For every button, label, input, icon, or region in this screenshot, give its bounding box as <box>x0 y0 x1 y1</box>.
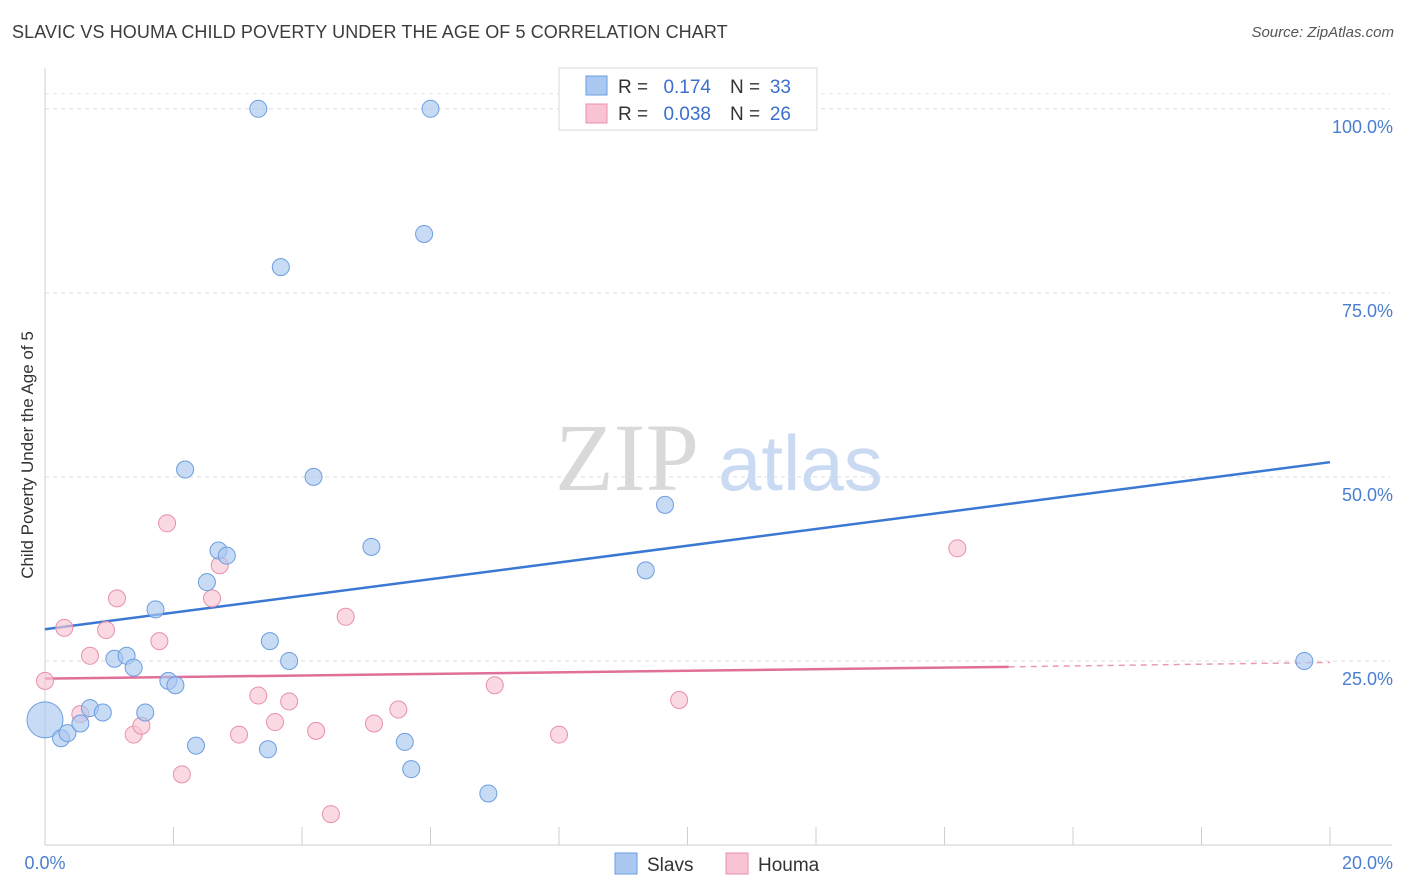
y-axis-label: Child Poverty Under the Age of 5 <box>18 331 37 579</box>
point-houma-15 <box>266 713 285 732</box>
point-slavs-30 <box>636 561 655 580</box>
point-houma-13 <box>230 725 249 744</box>
point-slavs-20 <box>260 632 279 651</box>
x-tick-label-1: 20.0% <box>1342 853 1393 873</box>
legend-r-value-slavs: 0.174 <box>663 77 711 98</box>
point-houma-14 <box>249 686 268 705</box>
point-houma-19 <box>336 607 355 626</box>
legend-n-label-slavs: N = <box>730 77 760 98</box>
point-slavs-21 <box>271 258 290 277</box>
point-houma-4 <box>97 621 116 640</box>
trend-line-houma <box>44 665 1009 680</box>
point-slavs-24 <box>362 537 381 556</box>
point-houma-18 <box>321 805 340 824</box>
point-houma-22 <box>485 676 504 695</box>
trend-line-houma-extension <box>1008 661 1331 668</box>
point-houma-17 <box>307 721 326 740</box>
point-houma-1 <box>55 618 74 637</box>
point-slavs-14 <box>186 736 205 755</box>
trend-line-slavs <box>44 460 1331 631</box>
point-slavs-3 <box>71 714 90 733</box>
point-houma-20 <box>364 714 383 733</box>
point-houma-11 <box>203 589 222 608</box>
point-slavs-15 <box>197 573 216 592</box>
y-tick-label-1: 50.0% <box>1342 485 1393 505</box>
point-houma-8 <box>150 632 169 651</box>
x-tick-label-0: 0.0% <box>24 853 65 873</box>
point-slavs-18 <box>249 99 268 118</box>
data-points <box>26 99 1314 824</box>
x-tick-labels: 0.0% 20.0% <box>24 853 1393 873</box>
point-houma-10 <box>172 765 191 784</box>
bottom-legend-label-slavs: Slavs <box>647 855 693 876</box>
point-slavs-10 <box>146 600 165 619</box>
source-label: Source: ZipAtlas.com <box>1251 24 1394 41</box>
point-slavs-29 <box>479 784 498 803</box>
point-slavs-31 <box>656 495 675 514</box>
legend-r-label-houma: R = <box>618 104 648 125</box>
point-houma-21 <box>389 700 408 719</box>
point-slavs-32 <box>1295 651 1314 670</box>
bottom-legend-label-houma: Houma <box>758 855 820 876</box>
legend-r-value-houma: 0.038 <box>663 104 711 125</box>
point-slavs-26 <box>402 760 421 779</box>
point-houma-25 <box>948 539 967 558</box>
point-houma-16 <box>280 692 299 711</box>
point-slavs-23 <box>304 467 323 486</box>
point-houma-0 <box>36 671 54 690</box>
point-slavs-17 <box>217 546 236 565</box>
legend-swatch-slavs <box>585 75 608 96</box>
point-slavs-27 <box>415 224 434 243</box>
y-tick-label-2: 75.0% <box>1342 301 1393 321</box>
bottom-legend-swatch-slavs <box>614 852 638 875</box>
legend-swatch-houma <box>585 103 608 124</box>
y-tick-label-3: 100.0% <box>1332 117 1393 137</box>
point-slavs-5 <box>93 703 112 722</box>
point-houma-3 <box>80 646 99 665</box>
watermark: ZIP atlas <box>555 404 883 511</box>
point-houma-9 <box>158 514 177 533</box>
point-slavs-13 <box>176 460 195 479</box>
legend-box: R = 0.174 N = 33 R = 0.038 N = 26 <box>558 67 818 131</box>
point-slavs-28 <box>421 99 440 118</box>
legend-n-value-slavs: 33 <box>770 77 791 98</box>
point-slavs-0 <box>26 701 64 739</box>
point-houma-23 <box>550 725 568 744</box>
legend-r-label-slavs: R = <box>618 77 648 98</box>
point-houma-24 <box>670 690 689 709</box>
grid-lines <box>45 93 1390 662</box>
watermark-atlas: atlas <box>718 419 883 507</box>
bottom-legend: Slavs Houma <box>614 852 820 876</box>
trend-lines <box>44 460 1331 680</box>
y-tick-label-0: 25.0% <box>1342 669 1393 689</box>
point-slavs-22 <box>280 651 299 670</box>
bottom-legend-swatch-houma <box>725 852 749 875</box>
legend-n-value-houma: 26 <box>770 104 791 125</box>
point-slavs-2 <box>58 724 77 743</box>
point-slavs-12 <box>166 676 185 695</box>
point-slavs-25 <box>395 732 414 751</box>
y-tick-labels: 25.0% 50.0% 75.0% 100.0% <box>1332 117 1393 689</box>
legend-n-label-houma: N = <box>730 104 760 125</box>
chart-title: SLAVIC VS HOUMA CHILD POVERTY UNDER THE … <box>12 22 728 42</box>
point-slavs-9 <box>136 703 155 722</box>
point-houma-5 <box>107 589 126 608</box>
watermark-zip: ZIP <box>555 404 699 511</box>
point-slavs-19 <box>258 740 277 759</box>
point-slavs-8 <box>124 658 143 677</box>
